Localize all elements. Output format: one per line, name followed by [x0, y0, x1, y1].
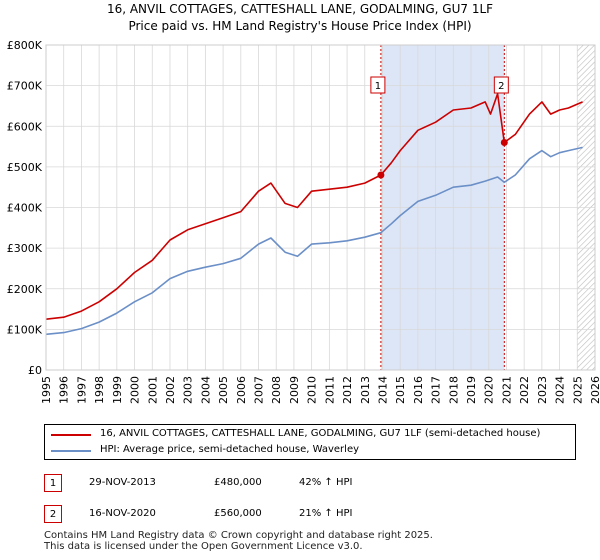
x-tick-label: 2004: [199, 376, 212, 404]
sale-badge: 1: [44, 474, 62, 492]
x-tick-label: 2001: [146, 376, 159, 404]
x-tick-label: 2024: [554, 376, 567, 404]
x-tick-label: 2000: [129, 376, 142, 404]
sale-row-1: 1 29-NOV-2013 £480,000 42% ↑ HPI: [44, 474, 584, 496]
transaction-badge: [370, 76, 386, 94]
y-tick-label: £0: [28, 364, 42, 377]
x-tick-label: 2021: [500, 376, 513, 404]
y-tick-label: £200K: [7, 283, 43, 296]
transaction-point: [377, 171, 385, 179]
x-tick-label: 2023: [536, 376, 549, 404]
x-tick-label: 2022: [518, 376, 531, 404]
footer-line1: Contains HM Land Registry data © Crown c…: [44, 530, 433, 541]
sale-row-2: 2 16-NOV-2020 £560,000 21% ↑ HPI: [44, 505, 584, 527]
chart-title-line2: Price paid vs. HM Land Registry's House …: [128, 19, 472, 33]
y-tick-label: £700K: [7, 80, 43, 93]
sale-price: £480,000: [214, 477, 262, 488]
x-tick-label: 2012: [341, 376, 354, 404]
chart-legend: 16, ANVIL COTTAGES, CATTESHALL LANE, GOD…: [44, 424, 576, 460]
x-tick-label: 1997: [75, 376, 88, 404]
sale-badge: 2: [44, 505, 62, 523]
x-tick-label: 2015: [394, 376, 407, 404]
legend-label-hpi: HPI: Average price, semi-detached house,…: [100, 444, 360, 455]
x-tick-label: 2017: [430, 376, 443, 404]
transaction-badge: [493, 76, 509, 94]
x-tick-label: 2018: [447, 376, 460, 404]
x-tick-label: 2013: [359, 376, 372, 404]
x-tick-label: 2011: [323, 376, 336, 404]
series-line-hpi: [45, 146, 583, 336]
x-tick-label: 2016: [412, 376, 425, 404]
transaction-point: [500, 139, 508, 146]
transaction-badge-label: 1: [375, 81, 381, 92]
plot-frame: [45, 44, 596, 371]
x-tick-label: 2010: [306, 376, 319, 404]
legend-label-property: 16, ANVIL COTTAGES, CATTESHALL LANE, GOD…: [100, 428, 541, 439]
sale-date: 29-NOV-2013: [89, 477, 156, 488]
x-tick-label: 2007: [253, 376, 266, 404]
y-tick-label: £500K: [7, 161, 43, 174]
x-tick-label: 1998: [93, 376, 106, 404]
transaction-badge-label: 2: [498, 81, 504, 92]
y-tick-label: £100K: [7, 323, 43, 336]
x-tick-label: 1996: [58, 376, 71, 404]
series-line-property: [45, 93, 583, 320]
y-tick-label: £300K: [7, 242, 43, 255]
footer-attribution: Contains HM Land Registry data © Crown c…: [44, 530, 433, 552]
x-tick-label: 2019: [465, 376, 478, 404]
x-tick-label: 1995: [40, 376, 53, 404]
legend-swatch-red: [51, 434, 91, 436]
price-chart: £0 £100K £200K £300K £400K £500K £600K £700K £80…: [7, 39, 600, 404]
x-tick-label: 2003: [182, 376, 195, 404]
legend-swatch-blue: [51, 450, 91, 452]
y-tick-label: £400K: [7, 202, 43, 215]
sale-hpi-change: 42% ↑ HPI: [299, 477, 353, 488]
x-tick-label: 2020: [483, 376, 496, 404]
footer-line2: This data is licensed under the Open Gov…: [44, 541, 363, 552]
x-tick-label: 2006: [235, 376, 248, 404]
x-tick-label: 2026: [589, 376, 600, 404]
x-tick-label: 2009: [288, 376, 301, 404]
sale-date: 16-NOV-2020: [89, 508, 156, 519]
x-tick-label: 1999: [111, 376, 124, 404]
x-tick-label: 2025: [571, 376, 584, 404]
x-tick-label: 2014: [376, 376, 389, 404]
y-tick-label: £800K: [7, 39, 43, 52]
chart-title-line1: 16, ANVIL COTTAGES, CATTESHALL LANE, GOD…: [106, 2, 494, 16]
sale-hpi-change: 21% ↑ HPI: [299, 508, 353, 519]
y-tick-label: £600K: [7, 120, 43, 133]
x-tick-label: 2005: [217, 376, 230, 404]
x-tick-label: 2002: [164, 376, 177, 404]
sale-price: £560,000: [214, 508, 262, 519]
x-tick-label: 2008: [270, 376, 283, 404]
